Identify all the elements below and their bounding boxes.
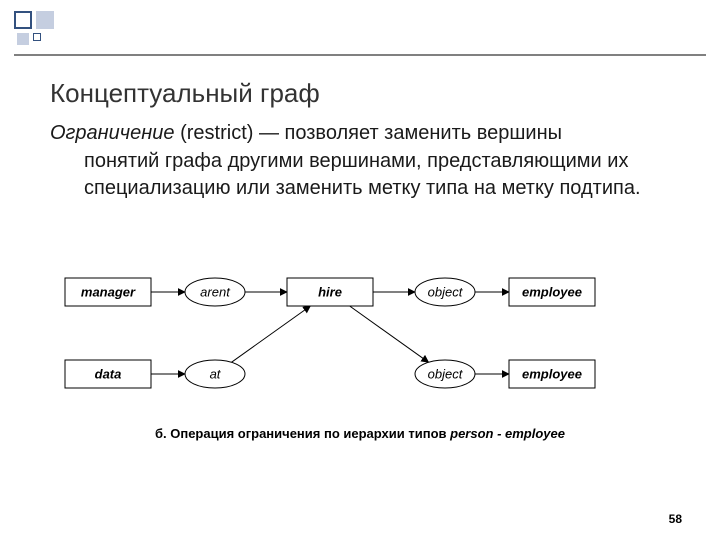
- node-label: object: [428, 366, 464, 381]
- graph-edge: [231, 306, 310, 362]
- page-number: 58: [669, 512, 682, 526]
- node-label: employee: [522, 284, 582, 299]
- node-label: at: [210, 366, 222, 381]
- node-label: data: [95, 366, 122, 381]
- graph-edge: [350, 306, 429, 362]
- body-rest: понятий графа другими вершинами, предста…: [50, 148, 670, 203]
- body-em-term: Ограничение: [50, 122, 175, 144]
- top-rule: [0, 0, 720, 60]
- node-label: hire: [318, 284, 342, 299]
- body-text: Ограничение (restrict) — позволяет замен…: [50, 120, 670, 203]
- node-label: manager: [81, 284, 136, 299]
- node-label: arent: [200, 284, 231, 299]
- conceptual-graph-diagram: manager arent hire object employee data at obje…: [50, 270, 670, 470]
- node-label: object: [428, 284, 464, 299]
- node-label: employee: [522, 366, 582, 381]
- body-line1-rest: (restrict) — позволяет заменить вершины: [175, 122, 562, 144]
- slide-title: Концептуальный граф: [50, 78, 320, 109]
- diagram-caption: б. Операция ограничения по иерархии типо…: [155, 426, 565, 441]
